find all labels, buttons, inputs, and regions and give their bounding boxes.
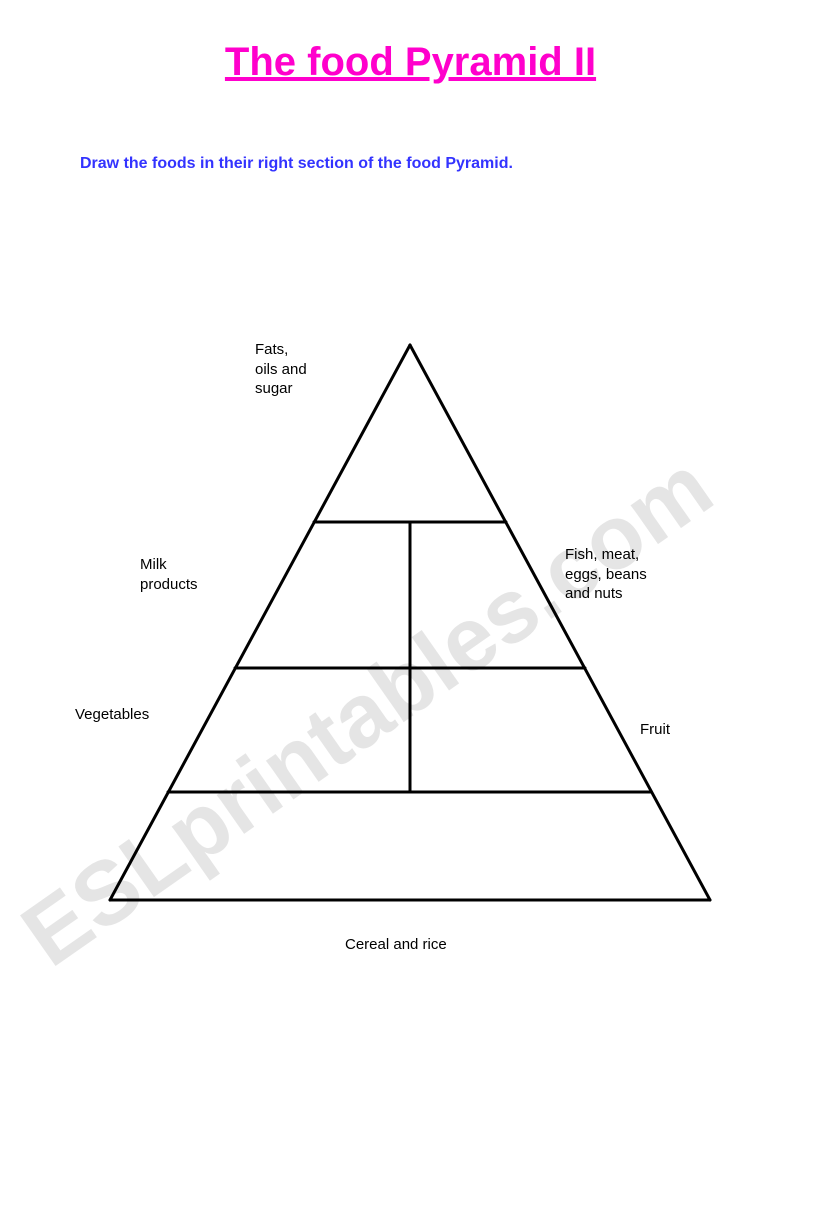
pyramid-svg [105,340,715,905]
instruction-text: Draw the foods in their right section of… [80,155,821,173]
label-fruit: Fruit [640,720,670,740]
label-vegetables: Vegetables [75,705,149,725]
label-milk-products: Milk products [140,555,198,594]
label-cereal-rice: Cereal and rice [345,935,447,955]
page-title: The food Pyramid II [0,40,821,85]
label-fats-oils-sugar: Fats, oils and sugar [255,340,307,399]
pyramid-diagram: Fats, oils and sugar Milk products Fish,… [0,340,821,960]
label-fish-meat-eggs: Fish, meat, eggs, beans and nuts [565,545,647,604]
